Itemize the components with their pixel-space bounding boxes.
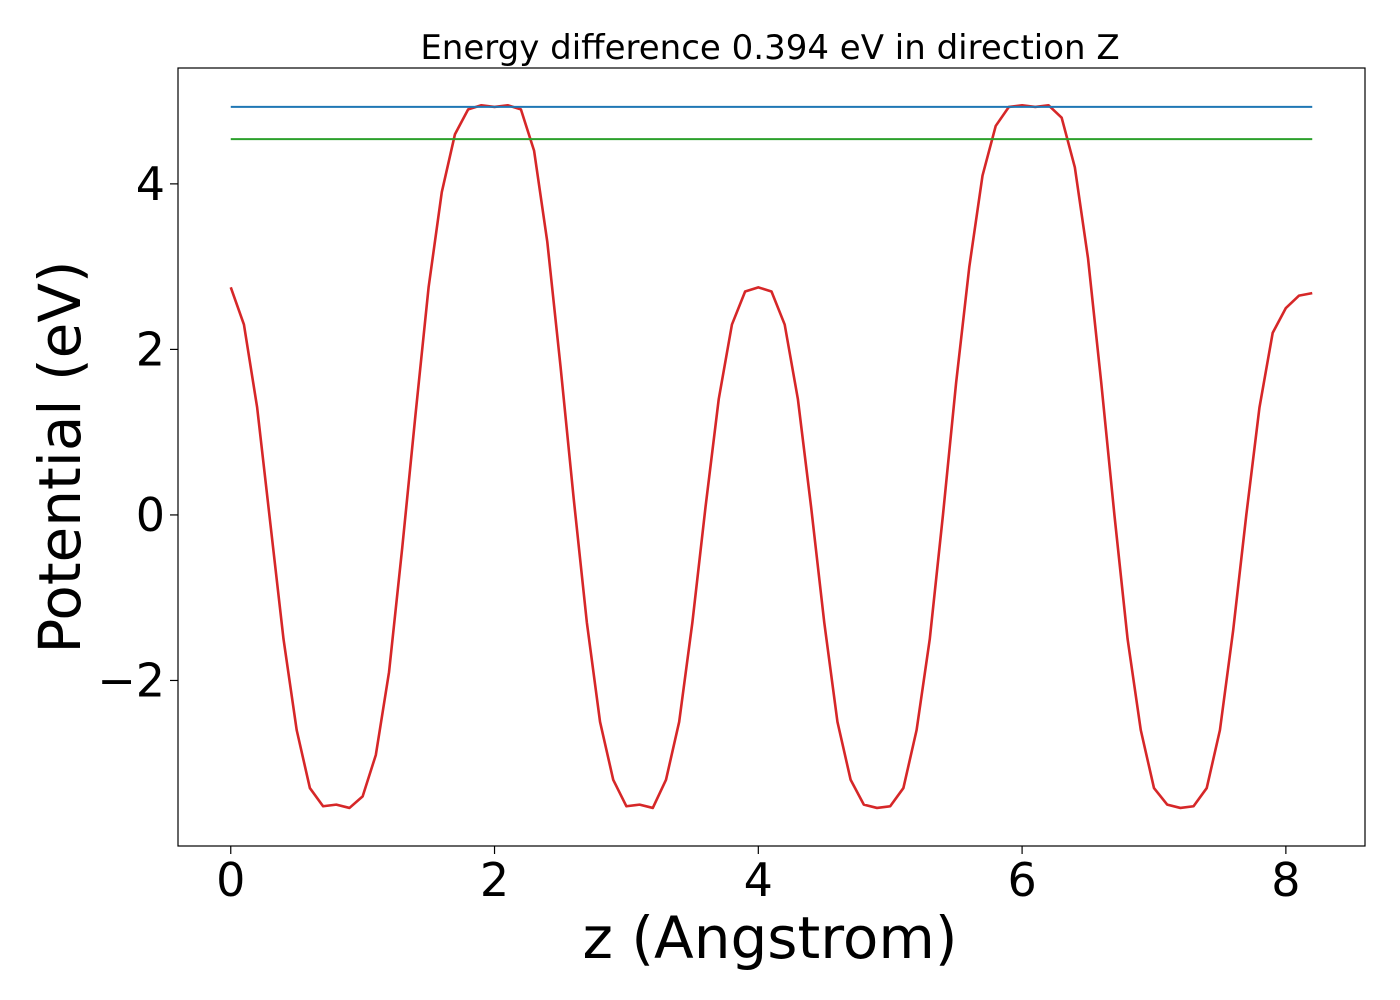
y-tick-label: 2	[136, 322, 165, 376]
plot-frame	[177, 67, 1366, 847]
x-tick-label: 6	[1007, 853, 1036, 907]
y-axis: −2 0 2 4	[97, 157, 178, 707]
x-axis-label: z (Angstrom)	[583, 904, 958, 972]
x-tick-label: 8	[1271, 853, 1300, 907]
chart-title: Energy difference 0.394 eV in direction …	[420, 28, 1119, 68]
x-tick-label: 2	[480, 853, 509, 907]
x-tick-label: 4	[744, 853, 773, 907]
y-tick-label: 4	[136, 157, 165, 211]
x-tick-label: 0	[216, 853, 245, 907]
y-axis-label: Potential (eV)	[26, 260, 94, 653]
y-tick-label: −2	[97, 653, 165, 707]
series-line-1	[229, 103, 1313, 810]
x-axis: 0 2 4 6 8	[216, 846, 1301, 907]
y-tick-label: 0	[136, 488, 165, 542]
series-layer	[229, 103, 1313, 810]
